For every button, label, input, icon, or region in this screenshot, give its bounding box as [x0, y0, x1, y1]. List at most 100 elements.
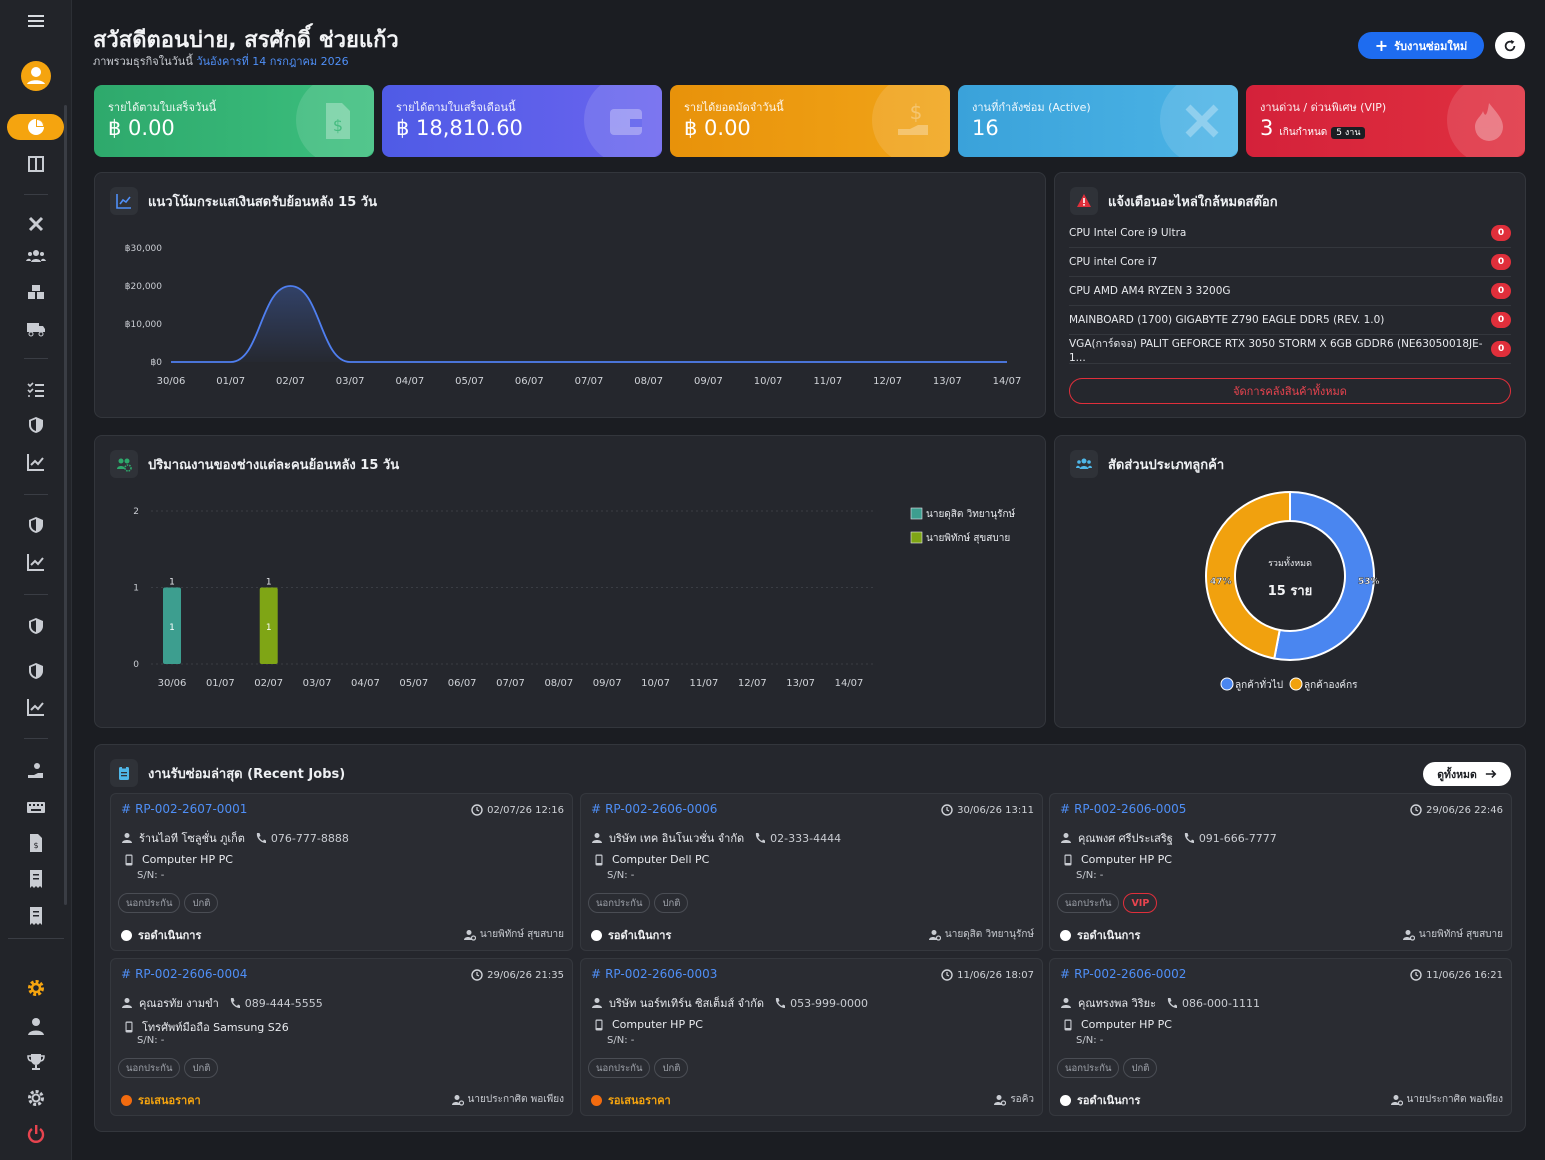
chart-line-icon[interactable]: [22, 550, 50, 574]
stock-item-row[interactable]: MAINBOARD (1700) GIGABYTE Z790 EAGLE DDR…: [1069, 306, 1511, 335]
board-icon[interactable]: [22, 152, 50, 176]
job-code-link[interactable]: # RP-002-2606-0005: [1060, 802, 1186, 816]
recent-jobs-title: งานรับซ่อมล่าสุด (Recent Jobs): [148, 766, 346, 782]
x-tick-label: 30/06: [158, 678, 187, 689]
cashflow-chart[interactable]: ฿0 ฿10,000 ฿20,000 ฿30,000 30/06 01/07 02/07 03…: [95, 173, 1047, 419]
customer-ratio-title: สัดส่วนประเภทลูกค้า: [1108, 457, 1225, 473]
user-avatar-icon[interactable]: [20, 60, 52, 92]
mobile-device-icon: [595, 1019, 603, 1030]
checklist-icon[interactable]: [22, 377, 50, 401]
job-technician: นายดุสิต วิทยานุรักษ์: [928, 927, 1034, 942]
y-tick-label: ฿0: [151, 358, 163, 368]
chart-line-icon[interactable]: [22, 450, 50, 474]
x-tick-label: 13/07: [786, 678, 815, 689]
cashflow-panel-icon-wrap: [110, 187, 138, 215]
stock-item-row[interactable]: CPU intel Core i7 0: [1069, 248, 1511, 277]
stat-card-daily-receipt[interactable]: $ รายได้ตามใบเสร็จวันนี้ ฿ 0.00: [94, 85, 374, 157]
new-repair-job-button[interactable]: + รับงานซ่อมใหม่: [1358, 32, 1484, 59]
serial-number: S/N: -: [607, 870, 635, 881]
job-status: รอดำเนินการ: [1060, 1091, 1140, 1109]
stock-item-row[interactable]: CPU Intel Core i9 Ultra 0: [1069, 219, 1511, 248]
user-gear-icon: [451, 1094, 464, 1106]
chart-line-icon[interactable]: [22, 695, 50, 719]
status-dot: [1060, 1094, 1071, 1106]
job-device: Computer HP PC: [123, 853, 233, 866]
shield-icon[interactable]: [22, 659, 50, 683]
job-card[interactable]: # RP-002-2606-0002 11/06/26 16:21 คุณทรงพล …: [1049, 958, 1512, 1116]
stock-item-row[interactable]: VGA(การ์ดจอ) PALIT GEFORCE RTX 3050 STOR…: [1069, 335, 1511, 364]
status-dot: [121, 929, 132, 941]
job-code-link[interactable]: # RP-002-2607-0001: [121, 802, 247, 816]
pie-slice[interactable]: [1273, 490, 1375, 661]
view-all-label: ดูทั้งหมด: [1437, 768, 1477, 781]
job-card[interactable]: # RP-002-2606-0004 29/06/26 21:35 คุณอรทัย …: [110, 958, 573, 1116]
job-card[interactable]: # RP-002-2606-0005 29/06/26 22:46 คุณพงศ ศร…: [1049, 793, 1512, 951]
x-tick-label: 12/07: [873, 376, 902, 387]
job-card[interactable]: # RP-002-2606-0006 30/06/26 13:11 บริษัท เท…: [580, 793, 1043, 951]
receipt-icon[interactable]: [22, 904, 50, 928]
receipt-icon[interactable]: [22, 867, 50, 891]
sidebar-divider: [24, 358, 48, 359]
stat-card-urgent-vip[interactable]: งานด่วน / ด่วนพิเศษ (VIP) 3 เกินกำหนด 5 งา…: [1246, 85, 1525, 157]
customer-name: คุณทรงพล วิริยะ: [1078, 997, 1157, 1010]
job-customer: บริษัท นอร์ทเทิร์น ซิสเต็มส์ จำกัด 053-99…: [591, 994, 868, 1012]
technician-name: นายพิทักษ์ สุขสบาย: [479, 929, 564, 940]
power-logout-icon[interactable]: [22, 1122, 50, 1146]
sidebar-divider: [24, 494, 48, 495]
job-code-link[interactable]: # RP-002-2606-0006: [591, 802, 717, 816]
job-chips: นอกประกัน ปกติ: [118, 893, 219, 913]
job-card[interactable]: # RP-002-2607-0001 02/07/26 12:16 ร้านไอที …: [110, 793, 573, 951]
menu-icon[interactable]: [22, 9, 50, 33]
shield-icon[interactable]: [22, 413, 50, 437]
shield-icon[interactable]: [22, 614, 50, 638]
customer-phone-text: 02-333-4444: [770, 831, 842, 845]
refresh-button[interactable]: [1495, 32, 1525, 59]
job-customer: บริษัท เทค อินโนเวชั่น จำกัด 02-333-4444: [591, 829, 841, 847]
keyboard-icon[interactable]: [22, 795, 50, 819]
dashboard-pie-icon[interactable]: [22, 115, 50, 139]
user-tie-icon[interactable]: [22, 1014, 50, 1038]
status-dot: [1060, 929, 1071, 941]
trophy-icon[interactable]: [22, 1050, 50, 1074]
settings-gear-icon[interactable]: [22, 976, 50, 1000]
customer-name: ร้านไอที โซลูชั่น ภูเก็ต: [139, 832, 245, 845]
urgent-count: 3: [1260, 116, 1274, 140]
workload-chart[interactable]: 0 1 2 30/06 01/07 02/07 03/07 04/07 05/07 06/07 07…: [95, 436, 1047, 729]
y-tick-label: 2: [133, 507, 139, 517]
job-chips: นอกประกัน ปกติ: [588, 1058, 689, 1078]
job-card[interactable]: # RP-002-2606-0003 11/06/26 18:07 บริษัท นอ…: [580, 958, 1043, 1116]
legend-swatch: [910, 531, 923, 544]
phone-icon: [756, 833, 766, 843]
donut-center-value: 15 ราย: [1268, 584, 1313, 599]
tools-icon[interactable]: [22, 212, 50, 236]
hash-icon: #: [1060, 802, 1071, 816]
stat-card-daily-deposit[interactable]: $ รายได้ยอดมัดจำวันนี้ ฿ 0.00: [670, 85, 950, 157]
manage-inventory-button[interactable]: จัดการคลังสินค้าทั้งหมด: [1069, 378, 1511, 404]
job-date-text: 30/06/26 13:11: [957, 804, 1034, 816]
job-code-link[interactable]: # RP-002-2606-0003: [591, 967, 717, 981]
hand-money-icon[interactable]: [22, 759, 50, 783]
users-group-icon[interactable]: [22, 244, 50, 268]
pie-slice[interactable]: [1205, 490, 1291, 660]
customer-phone-text: 076-777-8888: [270, 831, 349, 845]
warranty-chip: นอกประกัน: [118, 893, 181, 913]
boxes-icon[interactable]: [22, 280, 50, 304]
customer-phone-text: 086-000-1111: [1182, 996, 1260, 1010]
device-name: Computer Dell PC: [612, 853, 710, 866]
view-all-jobs-button[interactable]: ดูทั้งหมด: [1423, 762, 1511, 786]
sidebar-scrollbar[interactable]: [64, 105, 67, 905]
stat-card-monthly-receipt[interactable]: รายได้ตามใบเสร็จเดือนนี้ ฿ 18,810.60: [382, 85, 662, 157]
truck-icon[interactable]: [22, 316, 50, 340]
job-code-link[interactable]: # RP-002-2606-0002: [1060, 967, 1186, 981]
stat-card-decoration: [584, 85, 662, 157]
gears-icon[interactable]: [22, 1086, 50, 1110]
job-technician: นายพิทักษ์ สุขสบาย: [463, 927, 564, 942]
stock-item-row[interactable]: CPU AMD AM4 RYZEN 3 3200G 0: [1069, 277, 1511, 306]
invoice-dollar-icon[interactable]: $: [22, 831, 50, 855]
stat-card-active-jobs[interactable]: งานที่กำลังซ่อม (Active) 16: [958, 85, 1238, 157]
job-code-link[interactable]: # RP-002-2606-0004: [121, 967, 247, 981]
shield-icon[interactable]: [22, 513, 50, 537]
workload-bar[interactable]: [259, 587, 278, 665]
workload-bar[interactable]: [163, 587, 181, 665]
